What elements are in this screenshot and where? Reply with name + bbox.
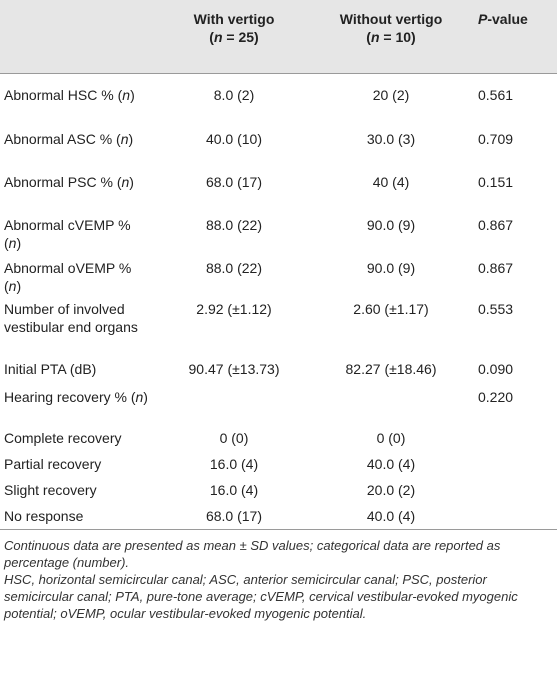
- with-vertigo-value: 0 (0): [219, 430, 249, 446]
- table-row: Number of involved vestibular end organs…: [0, 296, 557, 356]
- row-label: Abnormal HSC % (n): [4, 86, 135, 103]
- table-row: Initial PTA (dB) 90.47 (±13.73) 82.27 (±18…: [0, 356, 557, 382]
- without-vertigo-value: 40 (4): [372, 174, 410, 190]
- p-value: [472, 503, 557, 529]
- row-label: Slight recovery: [4, 482, 97, 498]
- with-vertigo-value: 88.0 (22): [205, 260, 263, 276]
- header-without-vertigo-label: Without vertigo: [339, 11, 443, 27]
- without-vertigo-value: 0 (0): [376, 430, 406, 446]
- row-label: Partial recovery: [4, 456, 102, 472]
- table-body: Abnormal HSC % (n) 8.0 (2) 20 (2) 0.561 Abno…: [0, 73, 557, 529]
- p-value: [472, 477, 557, 503]
- table-row: No response 68.0 (17) 40.0 (4): [0, 503, 557, 529]
- with-vertigo-value: 68.0 (17): [205, 508, 263, 524]
- without-vertigo-value: 82.27 (±18.46): [345, 361, 437, 377]
- header-with-vertigo-label: With vertigo: [193, 11, 275, 27]
- with-vertigo-value: 16.0 (4): [209, 456, 259, 472]
- with-vertigo-value: 2.92 (±1.12): [196, 301, 272, 317]
- p-value: 0.867: [478, 260, 514, 276]
- table-row: Partial recovery 16.0 (4) 40.0 (4): [0, 451, 557, 477]
- p-value: [472, 451, 557, 477]
- row-label: Number of involved vestibular end organs: [4, 301, 138, 335]
- without-vertigo-value: 2.60 (±1.17): [353, 301, 429, 317]
- without-vertigo-value: 90.0 (9): [366, 260, 416, 276]
- p-value: 0.090: [478, 361, 514, 377]
- results-table: With vertigo (n = 25) Without vertigo (n…: [0, 0, 557, 529]
- without-vertigo-value: 90.0 (9): [366, 217, 416, 233]
- table-row: Abnormal cVEMP % (n) 88.0 (22) 90.0 (9) 0.8…: [0, 210, 557, 253]
- with-vertigo-value: 88.0 (22): [205, 217, 263, 233]
- without-vertigo-value: 40.0 (4): [366, 456, 416, 472]
- row-label: Hearing recovery % (n): [4, 389, 148, 405]
- without-vertigo-value: 20 (2): [372, 86, 410, 103]
- row-label: Complete recovery: [4, 430, 122, 446]
- row-label: Abnormal PSC % (n): [4, 174, 134, 190]
- table-row: Complete recovery 0 (0) 0 (0): [0, 425, 557, 451]
- with-vertigo-value: 68.0 (17): [205, 174, 263, 190]
- row-label: Abnormal oVEMP % (n): [4, 260, 132, 294]
- p-value: 0.553: [478, 301, 514, 317]
- p-value: 0.709: [478, 131, 514, 147]
- row-label: Abnormal cVEMP % (n): [4, 217, 131, 251]
- with-vertigo-value: 16.0 (4): [209, 482, 259, 498]
- without-vertigo-value: [310, 382, 472, 425]
- table-row: Hearing recovery % (n) 0.220: [0, 382, 557, 425]
- table-row: Slight recovery 16.0 (4) 20.0 (2): [0, 477, 557, 503]
- header-empty-cell: [0, 0, 158, 73]
- row-label: Abnormal ASC % (n): [4, 131, 134, 147]
- header-without-vertigo: Without vertigo (n = 10): [310, 0, 472, 73]
- with-vertigo-value: 40.0 (10): [205, 131, 263, 147]
- p-value: [472, 425, 557, 451]
- p-value: 0.867: [478, 217, 514, 233]
- table-row: Abnormal oVEMP % (n) 88.0 (22) 90.0 (9) 0.8…: [0, 253, 557, 296]
- header-with-vertigo: With vertigo (n = 25): [158, 0, 310, 73]
- without-vertigo-value: 30.0 (3): [366, 131, 416, 147]
- table-footnotes: Continuous data are presented as mean ± …: [0, 530, 557, 622]
- without-vertigo-value: 40.0 (4): [366, 508, 416, 524]
- table-row: Abnormal ASC % (n) 40.0 (10) 30.0 (3) 0.709: [0, 124, 557, 167]
- p-value: 0.151: [478, 174, 514, 190]
- table-header: With vertigo (n = 25) Without vertigo (n…: [0, 0, 557, 73]
- table-row: Abnormal PSC % (n) 68.0 (17) 40 (4) 0.151: [0, 167, 557, 210]
- p-value: 0.220: [478, 389, 514, 405]
- table-row: Abnormal HSC % (n) 8.0 (2) 20 (2) 0.561: [0, 73, 557, 124]
- with-vertigo-value: [158, 382, 310, 425]
- header-with-vertigo-n: n: [213, 29, 223, 45]
- row-label: No response: [4, 508, 84, 524]
- footnote-line-1: Continuous data are presented as mean ± …: [4, 537, 501, 570]
- without-vertigo-value: 20.0 (2): [366, 482, 416, 498]
- header-without-vertigo-n: n: [370, 29, 380, 45]
- with-vertigo-value: 8.0 (2): [213, 86, 255, 103]
- footnote-line-2: HSC, horizontal semicircular canal; ASC,…: [4, 571, 518, 621]
- row-label: Initial PTA (dB): [4, 361, 97, 377]
- header-p-value: P-value: [472, 0, 557, 73]
- p-value: 0.561: [478, 86, 514, 103]
- with-vertigo-value: 90.47 (±13.73): [188, 361, 280, 377]
